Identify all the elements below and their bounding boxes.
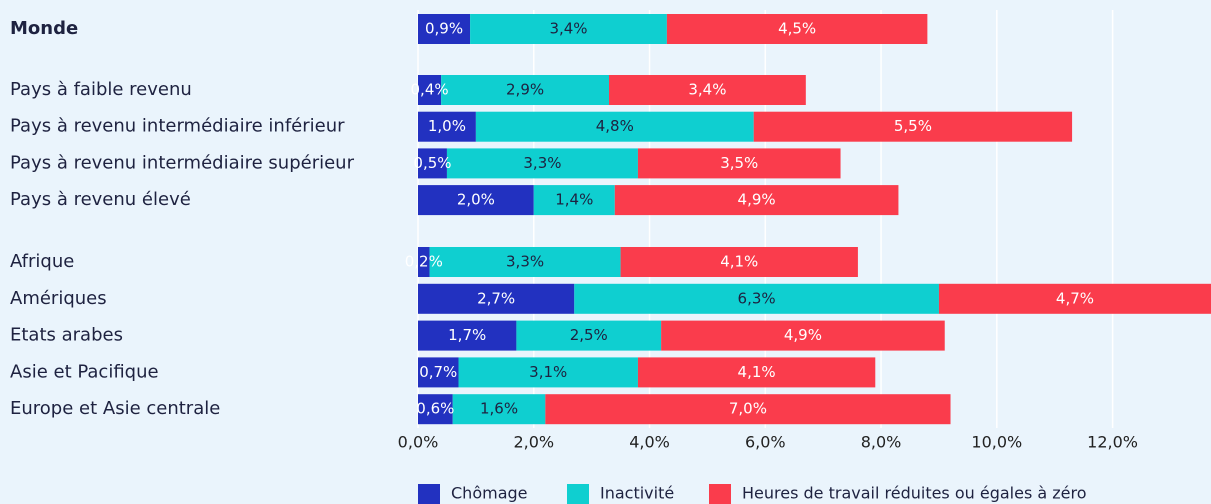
- value-label: 3,5%: [720, 154, 758, 172]
- bar-segment: [938, 283, 1211, 314]
- value-label: 0,2%: [405, 253, 443, 271]
- bar-segment: [516, 320, 662, 351]
- value-label: 7,0%: [729, 400, 767, 418]
- value-label: 1,4%: [555, 191, 593, 209]
- x-tick-label: 0,0%: [398, 433, 439, 452]
- legend-swatch: [709, 484, 731, 504]
- value-label: 0,5%: [413, 154, 451, 172]
- bar-segment: [637, 357, 876, 388]
- bar-segment: [620, 247, 858, 277]
- bar-segment: [418, 111, 476, 142]
- value-label: 4,5%: [778, 20, 816, 38]
- bar-segment: [753, 111, 1073, 142]
- value-label: 0,7%: [419, 363, 457, 381]
- bar-segment: [545, 394, 951, 425]
- value-label: 4,1%: [720, 253, 758, 271]
- value-label: 4,7%: [1056, 289, 1094, 307]
- bar-segment: [533, 185, 615, 216]
- legend-swatch: [418, 484, 440, 504]
- value-label: 1,6%: [480, 400, 518, 418]
- bar-segment: [418, 185, 534, 216]
- category-label: Europe et Asie centrale: [10, 398, 220, 419]
- category-label: Asie et Pacifique: [10, 361, 159, 382]
- bar-segment: [418, 247, 430, 277]
- value-label: 1,7%: [448, 326, 486, 344]
- category-label: Afrique: [10, 251, 74, 272]
- bar-segment: [418, 14, 471, 44]
- bar-segment: [458, 357, 638, 388]
- value-label: 1,0%: [428, 117, 466, 135]
- category-label: Etats arabes: [10, 325, 123, 346]
- value-label: 2,5%: [570, 326, 608, 344]
- x-tick-label: 4,0%: [629, 433, 670, 452]
- x-tick-label: 2,0%: [513, 433, 554, 452]
- value-label: 3,3%: [523, 154, 561, 172]
- value-label: 3,1%: [529, 363, 567, 381]
- value-label: 3,4%: [549, 20, 587, 38]
- bar-segment: [661, 320, 945, 351]
- bar-segment: [614, 185, 899, 216]
- bar-segment: [441, 75, 610, 105]
- bar-segment: [418, 148, 447, 179]
- bar-segment: [418, 357, 459, 388]
- bar-segment: [452, 394, 546, 425]
- value-label: 2,9%: [506, 81, 544, 99]
- category-label: Pays à revenu intermédiaire supérieur: [10, 152, 355, 173]
- x-tick-label: 8,0%: [861, 433, 902, 452]
- value-label: 4,9%: [738, 191, 776, 209]
- bar-segment: [475, 111, 754, 142]
- value-label: 0,6%: [416, 400, 454, 418]
- bar-segment: [418, 394, 453, 425]
- value-label: 4,8%: [596, 117, 634, 135]
- legend-label: Inactivité: [600, 484, 674, 503]
- x-tick-label: 12,0%: [1087, 433, 1138, 452]
- bar-segment: [637, 148, 841, 179]
- legend-label: Chômage: [451, 484, 528, 503]
- bar-segment: [574, 283, 939, 314]
- value-label: 3,4%: [688, 81, 726, 99]
- category-label: Pays à revenu élevé: [10, 189, 191, 210]
- bar-segment: [666, 14, 928, 44]
- value-label: 4,1%: [738, 363, 776, 381]
- value-label: 6,3%: [738, 289, 776, 307]
- value-label: 4,9%: [784, 326, 822, 344]
- category-label: Pays à faible revenu: [10, 79, 192, 100]
- value-label: 0,4%: [411, 81, 449, 99]
- category-label: Pays à revenu intermédiaire inférieur: [10, 116, 345, 137]
- bar-segment: [418, 283, 575, 314]
- bar-segment: [418, 75, 442, 105]
- x-tick-label: 6,0%: [745, 433, 786, 452]
- legend-label: Heures de travail réduites ou égales à z…: [742, 484, 1087, 503]
- value-label: 5,5%: [894, 117, 932, 135]
- category-label: Amériques: [10, 288, 107, 309]
- category-label: Monde: [10, 18, 78, 39]
- bar-segment: [418, 320, 517, 351]
- value-label: 0,9%: [425, 20, 463, 38]
- x-tick-label: 10,0%: [971, 433, 1022, 452]
- bar-segment: [446, 148, 638, 179]
- bar-segment: [470, 14, 667, 44]
- bar-segment: [429, 247, 621, 277]
- legend-swatch: [567, 484, 589, 504]
- bar-segment: [609, 75, 806, 105]
- value-label: 3,3%: [506, 253, 544, 271]
- value-label: 2,7%: [477, 289, 515, 307]
- value-label: 2,0%: [457, 191, 495, 209]
